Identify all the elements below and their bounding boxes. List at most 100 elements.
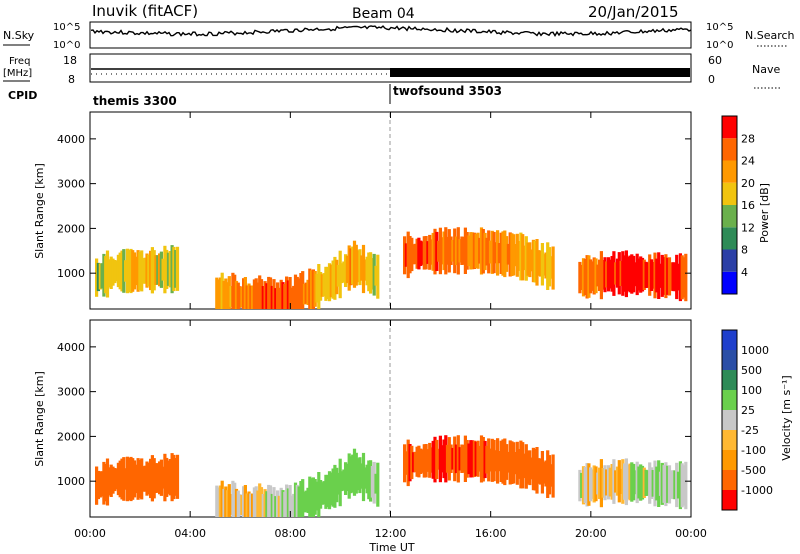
power-scatter-cell [107, 259, 111, 288]
velocity-scatter-cell [456, 435, 460, 483]
velocity-scatter-cell [236, 490, 240, 517]
velocity-scatter-cell [347, 453, 351, 499]
power-scatter-cell [158, 253, 162, 287]
velocity-scatter-cell [252, 487, 256, 517]
power-scatter-cell [161, 258, 165, 281]
cpid-segment-2: twofsound 3503 [393, 84, 502, 98]
power-scatter-cell [578, 261, 582, 294]
power-scatter-cell [96, 262, 100, 292]
power-scatter-cell [420, 241, 425, 265]
power-scatter-cell [454, 236, 459, 266]
velocity-scatter-cell [306, 487, 310, 513]
power-ytick-label: 3000 [57, 178, 85, 191]
power-scatter-cell [156, 255, 160, 285]
power-scatter-cell [605, 261, 609, 288]
velocity-scatter-cell [447, 437, 451, 481]
velocity-scatter-cell [587, 463, 591, 506]
velocity-scatter-cell [428, 442, 432, 478]
power-scatter-cell [587, 255, 591, 298]
velocity-scatter-cell [585, 463, 589, 507]
power-scatter-cell [345, 255, 349, 284]
power-scatter-cell [367, 252, 371, 292]
velocity-scatter-cell [96, 470, 100, 500]
velocity-scatter-cell [649, 467, 654, 499]
power-scatter-cell [451, 239, 455, 262]
velocity-scatter-cell [549, 464, 553, 487]
velocity-scatter-cell [254, 486, 258, 517]
power-scatter-cell [413, 243, 417, 265]
power-scatter-cell [610, 256, 614, 292]
velocity-scatter-cell [150, 455, 154, 502]
power-scatter-cell [458, 239, 462, 263]
velocity-scatter-cell [175, 454, 180, 499]
power-scatter-cell [166, 252, 171, 286]
velocity-scatter-cell [660, 462, 664, 505]
velocity-scatter-cell [120, 458, 124, 500]
power-scatter-cell [440, 237, 444, 265]
power-scatter-cell [465, 232, 469, 270]
power-colorbar-tick: 12 [741, 221, 755, 234]
power-scatter-cell [624, 250, 628, 298]
power-scatter-cell [125, 248, 129, 294]
power-scatter-cell [614, 262, 618, 285]
velocity-scatter-cell [154, 463, 158, 493]
power-scatter-cell [215, 277, 219, 309]
power-scatter-cell [113, 260, 117, 284]
velocity-scatter-cell [542, 462, 546, 484]
velocity-scatter-cell [642, 467, 646, 498]
velocity-scatter-cell [675, 462, 679, 508]
velocity-ytick-label: 2000 [57, 430, 85, 443]
velocity-scatter-cell [256, 490, 260, 517]
power-scatter-cell [666, 257, 670, 295]
power-scatter-cell [633, 262, 637, 287]
velocity-colorbar-tick: -500 [741, 464, 766, 477]
velocity-colorbar-swatch [722, 450, 737, 470]
power-ytick-label: 2000 [57, 222, 85, 235]
velocity-scatter-cell [122, 457, 126, 501]
power-scatter-cell [290, 287, 294, 309]
velocity-scatter-cell [673, 470, 677, 500]
power-scatter-cell [449, 236, 453, 265]
power-scatter-cell [127, 249, 131, 292]
power-scatter-cell [175, 246, 180, 291]
power-scatter-cell [481, 229, 485, 274]
velocity-scatter-cell [684, 461, 688, 510]
velocity-scatter-cell [249, 493, 253, 517]
velocity-scatter-cell [657, 460, 661, 507]
velocity-scatter-cell [619, 468, 623, 494]
velocity-scatter-cell [605, 469, 609, 496]
power-scatter-cell [372, 253, 376, 296]
velocity-scatter-cell [317, 472, 321, 517]
power-scatter-cell [261, 286, 265, 309]
velocity-scatter-cell [472, 440, 476, 477]
velocity-scatter-cell [156, 463, 160, 493]
power-scatter-cell [510, 233, 514, 276]
velocity-scatter-cell [406, 439, 410, 487]
power-scatter-cell [342, 261, 346, 283]
power-scatter-cell [544, 252, 548, 279]
power-scatter-cell [472, 232, 476, 269]
velocity-scatter-cell [530, 457, 534, 480]
power-scatter-cell [376, 254, 380, 299]
freq-trace-b [390, 68, 690, 77]
velocity-scatter-cell [533, 448, 537, 491]
power-scatter-cell [487, 230, 491, 274]
power-scatter-cell [655, 258, 659, 293]
velocity-scatter-cell [245, 493, 249, 517]
velocity-scatter-cell [125, 456, 129, 502]
velocity-scatter-cell [438, 435, 442, 483]
velocity-scatter-cell [374, 473, 378, 494]
power-scatter-cell [678, 253, 682, 302]
power-scatter-cell [134, 256, 138, 286]
power-scatter-cell [658, 263, 663, 288]
velocity-colorbar-tick: -100 [741, 444, 766, 457]
velocity-scatter-cell [524, 444, 528, 489]
x-tick-label: 12:00 [375, 527, 407, 540]
velocity-scatter-cell [578, 469, 582, 502]
power-scatter-cell [249, 285, 253, 309]
velocity-scatter-cell [664, 462, 668, 507]
power-scatter-cell [122, 249, 126, 293]
power-scatter-cell [617, 252, 621, 295]
power-scatter-cell [131, 250, 135, 292]
velocity-scatter-cell [539, 458, 543, 485]
